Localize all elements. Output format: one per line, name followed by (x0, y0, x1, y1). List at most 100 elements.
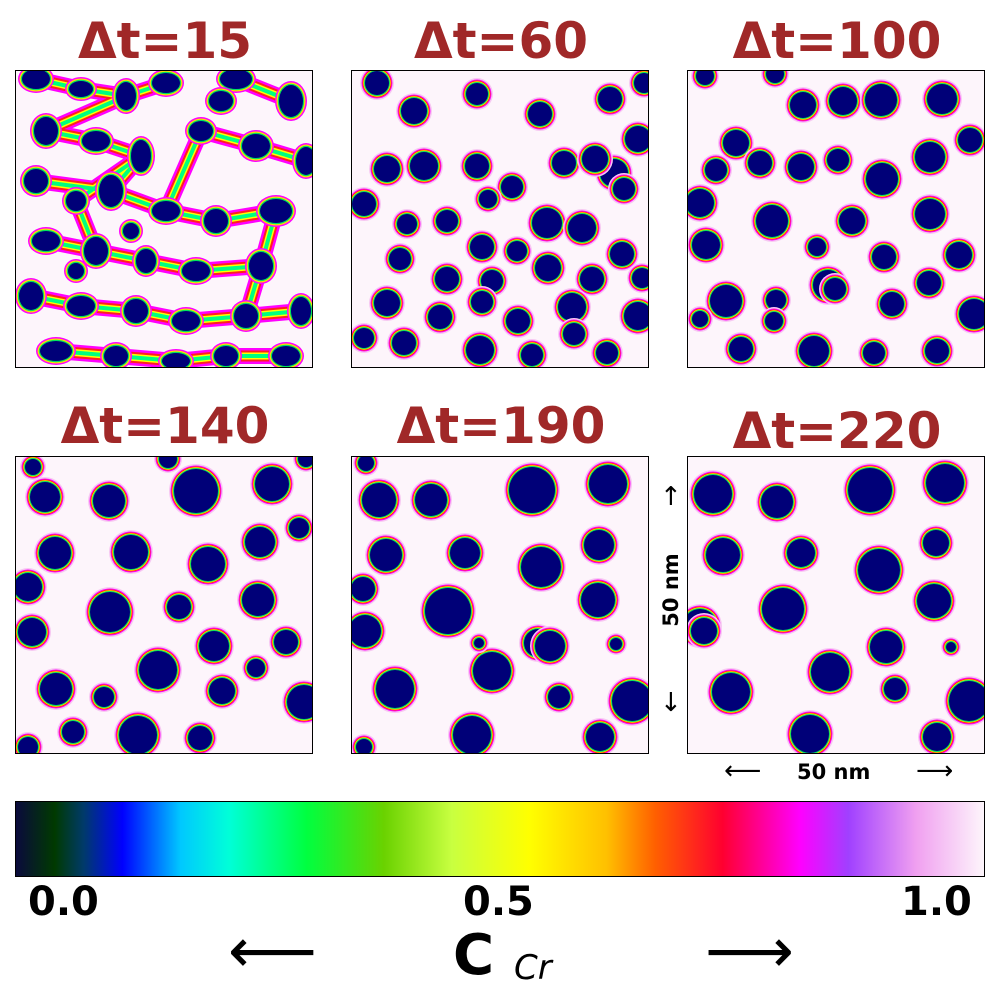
network-domain (123, 223, 139, 239)
colorbar-left-arrow: ⟵ (228, 914, 317, 987)
microstructure-panel (687, 70, 985, 368)
precipitate (786, 710, 834, 753)
precipitate (761, 71, 789, 88)
precipitate (357, 478, 401, 522)
scale-down-arrow: ↓ (660, 688, 682, 718)
colorbar-label: C (453, 923, 495, 988)
precipitate (944, 676, 984, 726)
panel-title: Δt=15 (77, 12, 253, 70)
precipitate (627, 263, 648, 293)
precipitate (575, 262, 609, 296)
network-domain (291, 297, 311, 325)
precipitate (785, 87, 821, 123)
network-domain (172, 311, 200, 331)
precipitate (465, 230, 499, 264)
precipitate (293, 457, 312, 472)
vertical-scale-label: 50 nm (659, 553, 683, 627)
precipitate (183, 721, 217, 753)
precipitate (109, 530, 153, 574)
precipitate (360, 71, 394, 100)
network-domain (19, 282, 43, 310)
precipitate (700, 154, 732, 186)
precipitate (584, 460, 632, 508)
precipitate (751, 200, 793, 242)
network-domain (272, 346, 300, 366)
precipitate (819, 273, 851, 305)
network-domain (82, 131, 110, 151)
precipitate (581, 718, 619, 753)
network-domain (124, 299, 148, 323)
horizontal-scale-label: 50 nm (797, 760, 871, 784)
network-domain (84, 237, 108, 265)
precipitate (162, 590, 196, 624)
precipitate (860, 79, 902, 121)
precipitate (782, 534, 820, 572)
precipitate (445, 533, 485, 573)
precipitate (461, 331, 499, 367)
precipitate (35, 668, 77, 710)
network-domain (99, 175, 123, 207)
precipitate (353, 457, 379, 476)
network-domain (214, 346, 238, 366)
precipitate (922, 79, 962, 119)
precipitate (953, 123, 984, 157)
precipitate (169, 464, 223, 518)
precipitate (743, 146, 777, 180)
network-domain (279, 85, 303, 117)
precipitate (371, 665, 419, 713)
microstructure-panel (351, 456, 649, 754)
colorbar-right-arrow: ⟶ (705, 914, 794, 987)
precipitate (16, 613, 51, 651)
scale-up-arrow: ↑ (660, 482, 682, 512)
precipitate (629, 71, 648, 98)
precipitate (553, 288, 591, 326)
scale-left-arrow: ⟵ (724, 756, 762, 786)
precipitate (250, 462, 294, 506)
precipitate (448, 711, 496, 753)
precipitate (237, 579, 279, 621)
precipitate (701, 533, 745, 577)
precipitate (282, 680, 312, 724)
precipitate (576, 578, 620, 622)
precipitate (240, 522, 280, 562)
precipitate (352, 572, 380, 606)
network-domain (182, 261, 210, 281)
precipitate (918, 718, 956, 753)
network-domain (249, 252, 273, 280)
precipitate (186, 542, 230, 586)
precipitate (912, 579, 956, 623)
scale-right-arrow: ⟶ (916, 756, 954, 786)
network-domain (131, 140, 151, 172)
network-domain (34, 117, 58, 145)
network-domain (69, 81, 93, 97)
precipitate (516, 542, 566, 592)
precipitate (352, 187, 381, 221)
precipitate (620, 121, 648, 157)
precipitate (761, 285, 791, 315)
precipitate (861, 158, 903, 200)
panel-title: Δt=100 (732, 12, 942, 70)
precipitate (387, 326, 421, 360)
precipitate (530, 250, 566, 286)
colorbar-tick-min: 0.0 (28, 879, 99, 925)
precipitate (941, 237, 977, 273)
precipitate (523, 97, 557, 131)
network-domain (40, 341, 72, 361)
precipitate (688, 184, 719, 222)
precipitate (834, 203, 870, 239)
precipitate (134, 646, 182, 694)
precipitate (921, 459, 969, 507)
precipitate (89, 682, 119, 712)
precipitate (57, 716, 89, 748)
panel-title: Δt=140 (60, 397, 270, 455)
precipitate (85, 587, 135, 637)
network-domain (152, 73, 180, 93)
network-domain (152, 201, 180, 221)
network-branch (164, 129, 203, 213)
network-domain (32, 231, 60, 251)
network-domain (260, 199, 292, 223)
precipitate (910, 194, 950, 234)
precipitate (369, 151, 405, 187)
precipitate (474, 185, 502, 213)
precipitate (853, 544, 905, 596)
